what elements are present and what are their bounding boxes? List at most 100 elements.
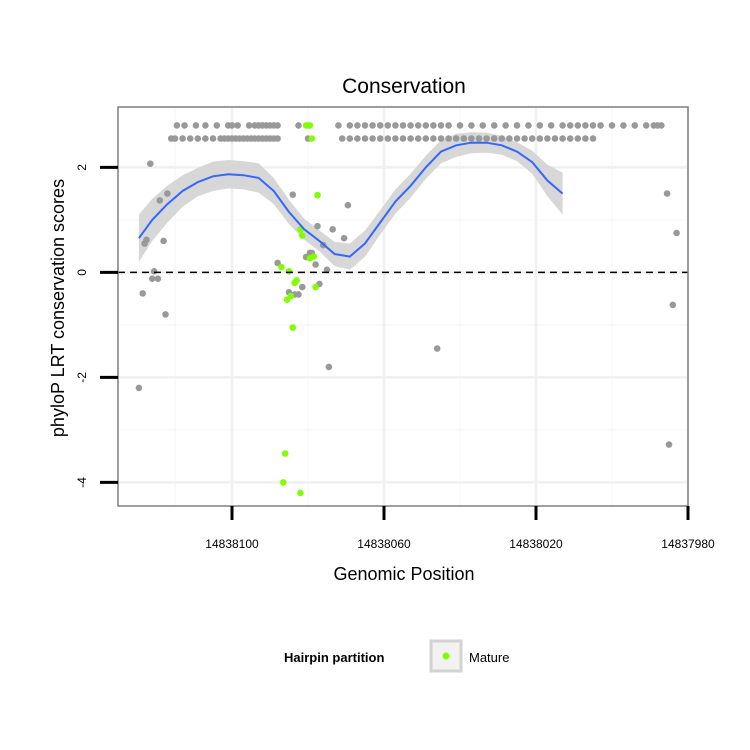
point-other xyxy=(551,135,559,142)
point-other xyxy=(582,135,589,142)
x-tick-label: 14837980 xyxy=(661,537,715,551)
point-other xyxy=(498,135,506,142)
point-other xyxy=(314,222,321,230)
y-tick-label: 2 xyxy=(75,164,89,171)
point-other xyxy=(160,237,167,245)
point-other xyxy=(209,135,217,142)
point-other xyxy=(414,122,422,129)
point-other xyxy=(147,160,154,167)
point-other xyxy=(582,122,589,129)
point-mature xyxy=(285,268,293,275)
point-mature xyxy=(312,283,319,291)
point-other xyxy=(544,135,551,142)
legend: Hairpin partition Mature xyxy=(284,639,509,673)
point-other xyxy=(490,135,498,142)
point-other xyxy=(483,135,490,142)
legend-title: Hairpin partition xyxy=(284,650,384,665)
point-other xyxy=(295,291,302,298)
panel-border xyxy=(117,106,689,507)
y-tick-label: -4 xyxy=(75,477,89,488)
point-other xyxy=(502,122,509,129)
point-other xyxy=(150,268,158,275)
point-other xyxy=(312,261,319,268)
point-other xyxy=(513,135,521,142)
point-other xyxy=(399,135,407,142)
point-mature xyxy=(306,122,314,129)
point-other xyxy=(361,135,369,142)
point-other xyxy=(547,122,555,129)
point-other xyxy=(528,135,536,142)
point-other xyxy=(452,135,460,142)
point-mature xyxy=(310,253,318,260)
point-other xyxy=(354,135,361,142)
x-tick-label: 14838020 xyxy=(509,537,563,551)
point-other xyxy=(323,266,331,274)
point-other xyxy=(186,135,194,142)
point-other xyxy=(162,311,169,318)
point-other xyxy=(468,122,475,129)
point-other xyxy=(460,135,468,142)
point-other xyxy=(631,122,639,129)
point-mature xyxy=(289,324,297,331)
point-mature xyxy=(293,277,300,284)
point-other xyxy=(665,441,673,448)
point-other xyxy=(642,122,650,129)
point-other xyxy=(559,135,566,142)
point-other xyxy=(536,135,544,142)
point-other xyxy=(335,122,342,129)
point-other xyxy=(456,122,464,129)
x-tick-label: 14838060 xyxy=(357,537,411,551)
point-other xyxy=(437,122,445,129)
point-other xyxy=(422,135,430,142)
point-other xyxy=(399,122,407,129)
point-other xyxy=(274,135,281,142)
point-other xyxy=(574,122,582,129)
point-other xyxy=(344,201,352,209)
plot-panel: 14838100 14838060 14838020 14837980 -4 -2 0 2 xyxy=(75,106,715,551)
y-tick-label: -2 xyxy=(75,372,89,383)
point-other xyxy=(468,135,475,142)
point-other xyxy=(295,122,302,129)
point-other xyxy=(135,384,143,392)
point-other xyxy=(179,135,186,142)
chart-title: Conservation xyxy=(342,75,466,98)
point-other xyxy=(329,226,337,233)
point-other xyxy=(407,122,414,129)
point-mature xyxy=(280,479,287,486)
point-other xyxy=(536,122,544,129)
point-other xyxy=(475,135,483,142)
point-other xyxy=(173,122,181,129)
point-other xyxy=(171,135,179,142)
point-other xyxy=(154,275,162,283)
point-other xyxy=(414,135,422,142)
point-other xyxy=(289,191,297,198)
point-other xyxy=(437,135,445,142)
point-other xyxy=(346,135,354,142)
point-other xyxy=(559,122,566,129)
point-other xyxy=(669,301,677,309)
point-other xyxy=(369,122,376,129)
point-other xyxy=(299,283,306,291)
legend-label-mature: Mature xyxy=(469,650,509,665)
point-other xyxy=(228,122,236,129)
point-other xyxy=(506,135,513,142)
point-other xyxy=(376,135,384,142)
point-other xyxy=(479,122,487,129)
point-other xyxy=(346,122,354,129)
point-other xyxy=(139,290,146,297)
point-other xyxy=(274,259,281,267)
point-other xyxy=(384,122,392,129)
point-other xyxy=(164,190,171,197)
point-mature xyxy=(281,450,289,457)
point-other xyxy=(213,122,221,129)
point-other xyxy=(361,122,369,129)
point-mature xyxy=(299,232,306,239)
point-other xyxy=(663,190,671,197)
point-other xyxy=(574,135,582,142)
point-mature xyxy=(314,191,321,199)
point-other xyxy=(338,135,346,142)
point-other xyxy=(392,122,399,129)
point-other xyxy=(194,135,202,142)
point-other xyxy=(143,236,150,244)
y-tick-label: 0 xyxy=(75,269,89,276)
